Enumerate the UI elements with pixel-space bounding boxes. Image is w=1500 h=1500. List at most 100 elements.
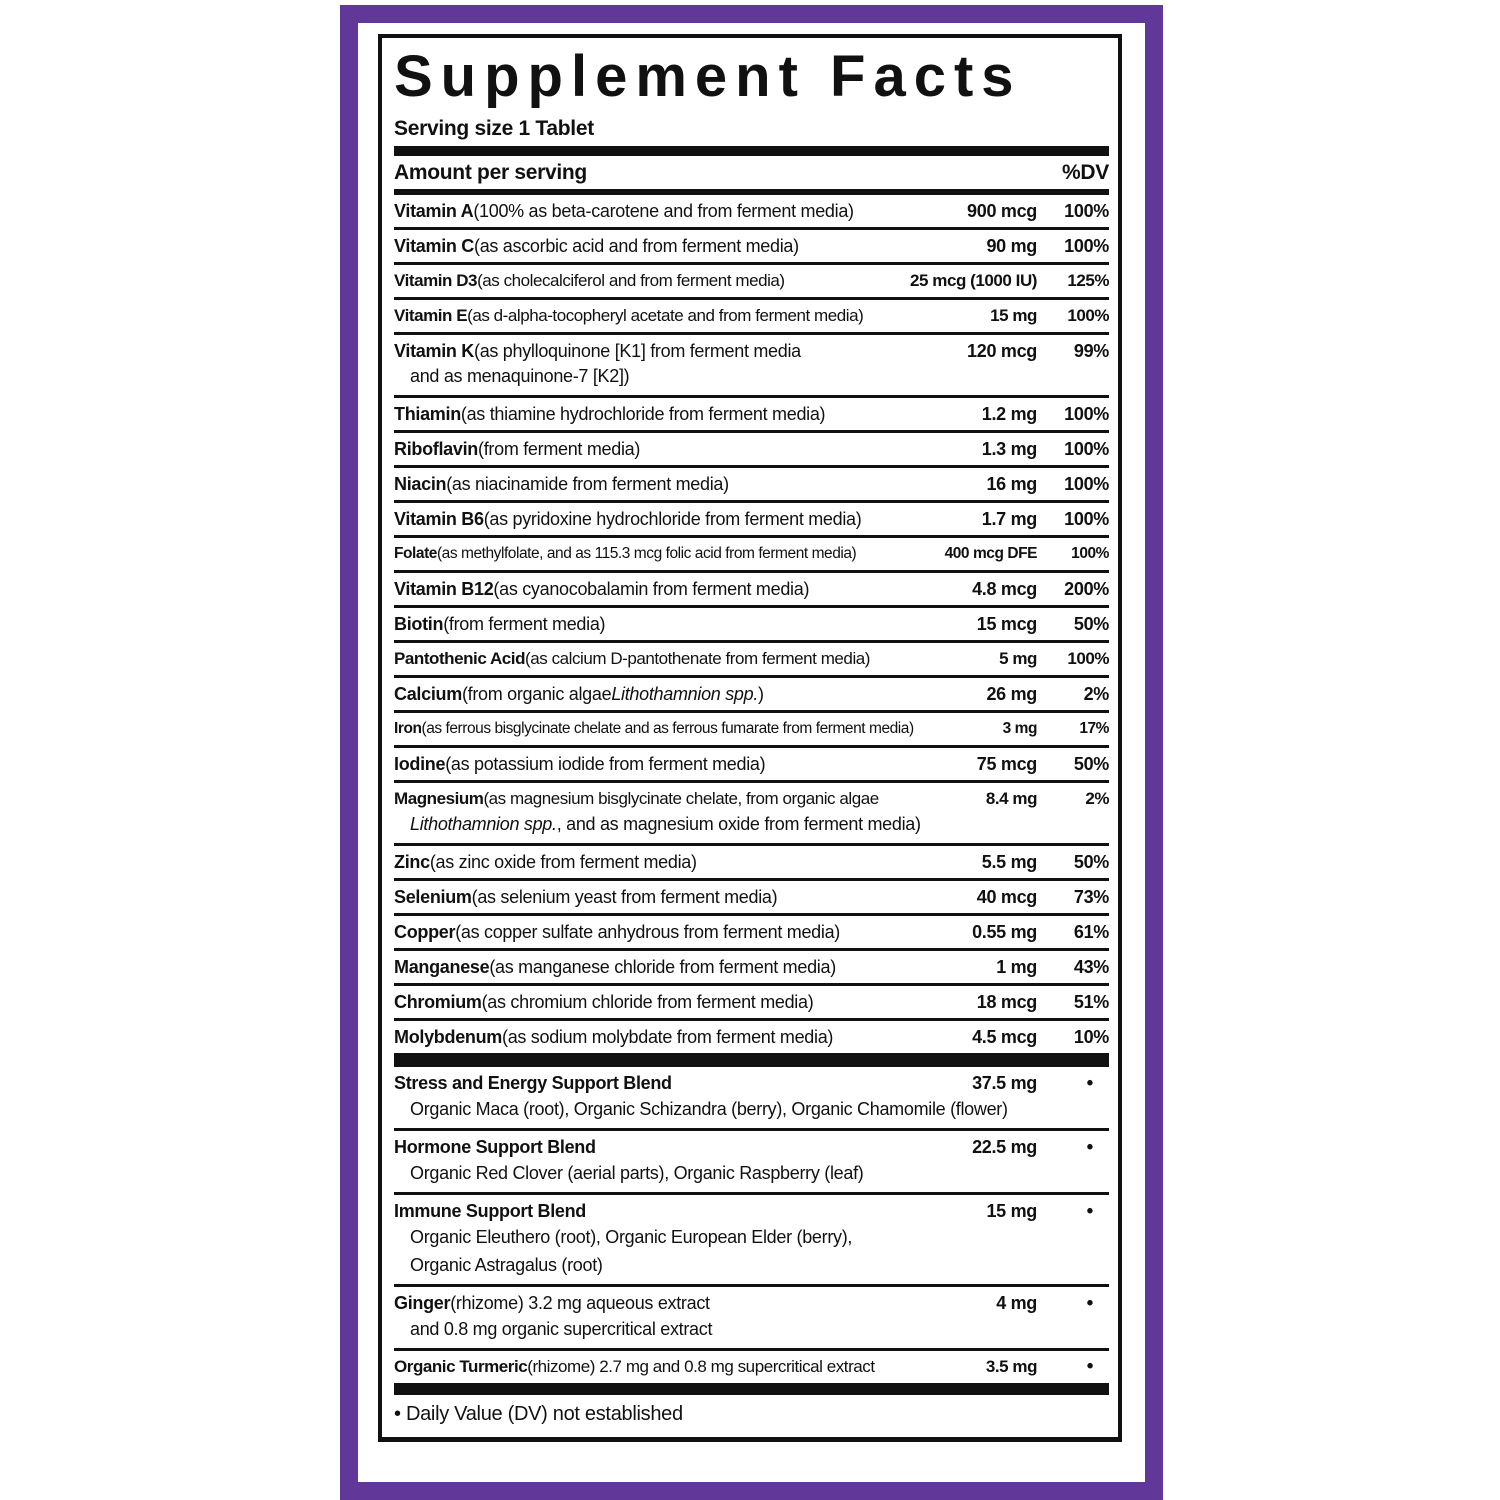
- nutrient-name: Selenium: [394, 887, 472, 907]
- nutrient-row: Vitamin C (as ascorbic acid and from fer…: [394, 230, 1109, 265]
- nutrient-name: Vitamin K: [394, 341, 474, 361]
- dv-header: %DV: [1062, 161, 1109, 184]
- blend-table: Stress and Energy Support Blend 37.5 mg • O…: [394, 1067, 1109, 1383]
- nutrient-main-line: Iron (as ferrous bisglycinate chelate an…: [394, 716, 1109, 742]
- nutrient-name: Biotin: [394, 614, 444, 634]
- nutrient-subline: Lithothamnion spp., and as magnesium oxi…: [394, 812, 1109, 840]
- nutrient-main-line: Molybdenum (as sodium molybdate from fer…: [394, 1024, 1109, 1050]
- nutrient-subline-text: , and as magnesium oxide from ferment me…: [556, 814, 921, 834]
- nutrient-amount: 16 mg: [986, 474, 1037, 494]
- nutrient-name: Folate: [394, 545, 437, 562]
- nutrient-amount: 1.7 mg: [981, 509, 1038, 529]
- blend-dv: •: [1086, 1137, 1094, 1158]
- nutrient-row: Selenium (as selenium yeast from ferment…: [394, 881, 1109, 916]
- nutrient-name: Manganese: [394, 957, 490, 977]
- nutrient-row: Magnesium (as magnesium bisglycinate che…: [394, 783, 1109, 846]
- nutrient-desc: (as calcium D-pantothenate from ferment …: [525, 649, 870, 668]
- nutrient-amount: 18 mcg: [976, 992, 1038, 1012]
- nutrient-desc: ): [758, 684, 764, 704]
- nutrient-row: Thiamin (as thiamine hydrochloride from …: [394, 398, 1109, 433]
- nutrient-main-line: Vitamin B6 (as pyridoxine hydrochloride …: [394, 506, 1109, 532]
- nutrient-desc: (as sodium molybdate from ferment media): [502, 1027, 834, 1047]
- nutrient-row: Vitamin A (100% as beta-carotene and fro…: [394, 195, 1109, 230]
- nutrient-dv: 100%: [1064, 474, 1109, 494]
- nutrient-main-line: Niacin (as niacinamide from ferment medi…: [394, 471, 1109, 497]
- nutrient-dv: 100%: [1064, 201, 1109, 221]
- nutrient-main-line: Vitamin D3 (as cholecalciferol and from …: [394, 268, 1109, 294]
- nutrient-amount: 15 mcg: [976, 614, 1038, 634]
- nutrient-main-line: Vitamin A (100% as beta-carotene and fro…: [394, 198, 1109, 224]
- blend-row: Ginger (rhizome) 3.2 mg aqueous extract 4…: [394, 1287, 1109, 1351]
- nutrient-amount: 75 mcg: [976, 754, 1038, 774]
- nutrient-amount: 5.5 mg: [981, 852, 1038, 872]
- blend-subline: Organic Red Clover (aerial parts), Organ…: [394, 1161, 1109, 1189]
- nutrient-table: Vitamin A (100% as beta-carotene and fro…: [394, 195, 1109, 1053]
- nutrient-dv: 125%: [1067, 271, 1109, 290]
- nutrient-amount: 90 mg: [986, 236, 1037, 256]
- nutrient-row: Copper (as copper sulfate anhydrous from…: [394, 916, 1109, 951]
- nutrient-name: Copper: [394, 922, 456, 942]
- blend-subline-text: and 0.8 mg organic supercritical extract: [410, 1319, 713, 1339]
- nutrient-amount: 8.4 mg: [985, 789, 1038, 808]
- nutrient-row: Pantothenic Acid (as calcium D-pantothen…: [394, 643, 1109, 678]
- nutrient-name: Niacin: [394, 474, 447, 494]
- nutrient-main-line: Vitamin E (as d-alpha-tocopheryl acetate…: [394, 303, 1109, 329]
- blend-dv: •: [1086, 1073, 1094, 1094]
- blend-main-line: Immune Support Blend 15 mg •: [394, 1198, 1109, 1225]
- nutrient-dv: 61%: [1073, 922, 1109, 942]
- blend-amount: 22.5 mg: [972, 1137, 1037, 1157]
- blend-subline: Organic Eleuthero (root), Organic Europe…: [394, 1225, 1109, 1253]
- footnote: • Daily Value (DV) not established: [394, 1403, 683, 1425]
- blend-desc: (rhizome) 2.7 mg and 0.8 mg supercritica…: [527, 1357, 875, 1376]
- facts-title: Supplement Facts: [394, 44, 1022, 109]
- nutrient-name: Vitamin B12: [394, 579, 494, 599]
- blend-name: Immune Support Blend: [394, 1201, 587, 1221]
- blend-main-line: Ginger (rhizome) 3.2 mg aqueous extract 4…: [394, 1290, 1109, 1317]
- blend-name: Organic Turmeric: [394, 1357, 528, 1376]
- nutrient-dv: 2%: [1085, 789, 1109, 808]
- blend-dv: •: [1086, 1201, 1094, 1222]
- nutrient-row: Iodine (as potassium iodide from ferment…: [394, 748, 1109, 783]
- blend-row: Stress and Energy Support Blend 37.5 mg • O…: [394, 1067, 1109, 1131]
- nutrient-main-line: Biotin (from ferment media) 15 mcg 50%: [394, 611, 1109, 637]
- nutrient-name: Chromium: [394, 992, 482, 1012]
- nutrient-desc: (as potassium iodide from ferment media): [445, 754, 766, 774]
- nutrient-dv: 100%: [1064, 236, 1109, 256]
- nutrient-name: Iodine: [394, 754, 446, 774]
- nutrient-dv: 99%: [1073, 341, 1109, 361]
- blend-amount: 4 mg: [996, 1293, 1037, 1313]
- nutrient-desc: (as thiamine hydrochloride from ferment …: [460, 404, 826, 424]
- facts-panel: Supplement Facts Serving size 1 Tablet A…: [378, 34, 1122, 1442]
- nutrient-dv: 51%: [1073, 992, 1109, 1012]
- nutrient-desc: (as cholecalciferol and from ferment med…: [477, 271, 785, 290]
- nutrient-main-line: Calcium (from organic algae Lithothamnio…: [394, 681, 1109, 707]
- nutrient-name: Vitamin D3: [394, 271, 478, 290]
- nutrient-desc: (as copper sulfate anhydrous from fermen…: [455, 922, 840, 942]
- blend-main-line: Hormone Support Blend 22.5 mg •: [394, 1134, 1109, 1161]
- nutrient-dv: 100%: [1071, 545, 1109, 562]
- nutrient-amount: 4.5 mcg: [972, 1027, 1037, 1047]
- blend-amount: 3.5 mg: [985, 1357, 1038, 1376]
- nutrient-amount: 400 mcg DFE: [944, 545, 1038, 562]
- blend-subline-text: Organic Red Clover (aerial parts), Organ…: [410, 1163, 864, 1183]
- nutrient-row: Iron (as ferrous bisglycinate chelate an…: [394, 713, 1109, 748]
- nutrient-name: Pantothenic Acid: [394, 649, 526, 668]
- nutrient-dv: 50%: [1073, 754, 1109, 774]
- nutrient-subline: and as menaquinone-7 [K2]): [394, 364, 1109, 392]
- nutrient-row: Manganese (as manganese chloride from fe…: [394, 951, 1109, 986]
- nutrient-name: Riboflavin: [394, 439, 479, 459]
- nutrient-row: Molybdenum (as sodium molybdate from fer…: [394, 1021, 1109, 1053]
- nutrient-desc: (as niacinamide from ferment media): [446, 474, 729, 494]
- nutrient-name: Vitamin E: [394, 306, 468, 325]
- nutrient-amount: 1.2 mg: [981, 404, 1038, 424]
- blend-subline: Organic Astragalus (root): [394, 1253, 1109, 1281]
- nutrient-desc: (as pyridoxine hydrochloride from fermen…: [483, 509, 862, 529]
- nutrient-name: Thiamin: [394, 404, 461, 424]
- section-divider-bar-top: [394, 146, 1109, 156]
- section-divider-bar-blends: [394, 1053, 1109, 1067]
- nutrient-amount: 900 mcg: [967, 201, 1037, 221]
- nutrient-row: Biotin (from ferment media) 15 mcg 50%: [394, 608, 1109, 643]
- nutrient-amount: 120 mcg: [967, 341, 1037, 361]
- blend-subline-text: Organic Astragalus (root): [410, 1255, 603, 1275]
- nutrient-dv: 17%: [1079, 720, 1109, 737]
